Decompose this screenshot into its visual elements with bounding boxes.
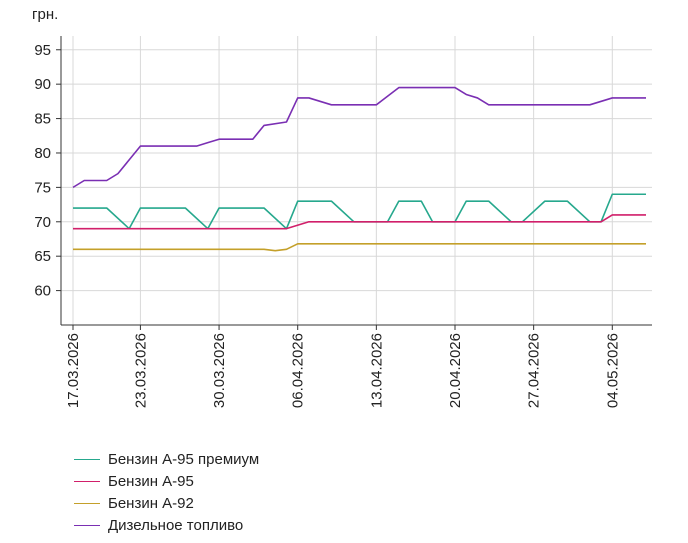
legend-swatch xyxy=(74,524,100,526)
legend-swatch xyxy=(74,458,100,460)
x-tick-label: 13.04.2026 xyxy=(368,333,385,408)
x-tick-label: 04.05.2026 xyxy=(604,333,621,408)
y-tick-label: 80 xyxy=(34,145,51,162)
x-tick-label: 17.03.2026 xyxy=(65,333,82,408)
grid-lines xyxy=(61,36,652,325)
x-tick-label: 30.03.2026 xyxy=(211,333,228,408)
y-axis-label: грн. xyxy=(32,6,58,23)
legend-label: Дизельное топливо xyxy=(108,516,244,534)
legend-swatch xyxy=(74,480,100,482)
legend-label: Бензин А-95 xyxy=(108,472,194,490)
series-line xyxy=(73,243,646,252)
legend-label: Бензин А-95 премиум xyxy=(108,450,260,468)
y-tick-label: 95 xyxy=(34,42,51,59)
y-tick-label: 60 xyxy=(34,283,51,300)
legend: Бензин А-95 премиум Бензин А-95 Бензин А-9… xyxy=(74,448,259,536)
legend-item: Бензин А-92 xyxy=(74,492,259,514)
x-axis-ticks: 17.03.2026 23.03.2026 30.03.2026 06.04.2026… xyxy=(65,325,621,408)
legend-item: Бензин А-95 xyxy=(74,470,259,492)
x-tick-label: 23.03.2026 xyxy=(132,333,149,408)
series-line xyxy=(73,214,646,230)
y-tick-label: 65 xyxy=(34,248,51,265)
legend-swatch xyxy=(74,502,100,504)
series-lines xyxy=(72,86,646,252)
y-axis-ticks: 60 65 70 75 80 85 90 95 xyxy=(34,42,61,300)
x-tick-label: 20.04.2026 xyxy=(447,333,464,408)
line-chart: грн. 60 65 70 75 80 85 90 95 17.03.2026 23.03.20… xyxy=(32,6,652,408)
legend-item: Бензин А-95 премиум xyxy=(74,448,259,470)
legend-label: Бензин А-92 xyxy=(108,494,194,512)
series-line xyxy=(73,193,646,230)
x-tick-label: 06.04.2026 xyxy=(290,333,307,408)
y-tick-label: 85 xyxy=(34,111,51,128)
x-tick-label: 27.04.2026 xyxy=(526,333,543,408)
y-tick-label: 75 xyxy=(34,179,51,196)
series-line xyxy=(72,86,646,189)
y-tick-label: 90 xyxy=(34,76,51,93)
legend-item: Дизельное топливо xyxy=(74,514,259,536)
y-tick-label: 70 xyxy=(34,214,51,231)
